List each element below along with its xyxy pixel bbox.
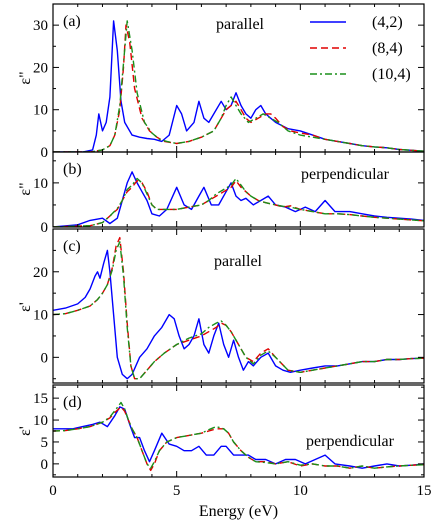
y-axis-label: ε"	[17, 182, 34, 195]
y-axis-label: ε'	[17, 426, 34, 436]
series-line-(4,2)	[53, 406, 424, 469]
panel-d: 0 5 10 15 0 5 10 15 (d) perpendicular ε' Energy…	[17, 384, 432, 520]
panel-label: (b)	[63, 161, 82, 178]
y-tick-label: 10	[33, 103, 48, 119]
y-tick-label: 20	[33, 265, 48, 281]
legend-label: (8,4)	[372, 40, 403, 57]
y-tick-label: 10	[33, 176, 48, 192]
series-line-(10,4)	[53, 401, 424, 469]
series-line-(10,4)	[53, 241, 424, 380]
panel-frame	[52, 228, 425, 384]
series-line-(8,4)	[53, 24, 424, 152]
y-tick-label: 5	[41, 435, 49, 451]
panel-annotation: parallel	[216, 16, 265, 33]
panel-b: 0 10 (b) perpendicular ε"	[17, 151, 425, 236]
x-axis-label: Energy (eV)	[199, 503, 278, 520]
legend-label: (4,2)	[372, 14, 403, 31]
legend: (4,2) (8,4) (10,4)	[310, 14, 411, 83]
panel-c: 0 10 20 (c) parallel ε'	[17, 228, 425, 384]
y-tick-label: 20	[33, 60, 48, 76]
panel-label: (c)	[63, 238, 81, 255]
x-tick-label: 10	[293, 483, 308, 499]
series-line-(4,2)	[53, 20, 424, 152]
y-axis-label: ε"	[17, 71, 34, 84]
y-tick-label: 0	[41, 145, 49, 161]
series-line-(10,4)	[53, 20, 424, 152]
y-tick-label: 0	[41, 457, 49, 473]
y-tick-label: 0	[41, 350, 49, 366]
panel-frame	[52, 384, 425, 478]
series-line-(4,2)	[53, 171, 424, 227]
panel-annotation: parallel	[214, 253, 263, 270]
panel-label: (d)	[63, 394, 82, 411]
y-tick-label: 30	[33, 18, 48, 34]
y-tick-label: 10	[33, 308, 48, 324]
panel-annotation: perpendicular	[306, 433, 395, 450]
x-tick-label: 0	[49, 483, 57, 499]
y-axis-label: ε'	[17, 302, 34, 312]
panel-frame	[52, 151, 425, 228]
y-tick-label: 0	[41, 220, 49, 236]
y-tick-label: 10	[33, 413, 48, 429]
panel-a: 0 10 20 30 (a) parallel ε" (4,2) (8,4) (10,…	[17, 3, 425, 161]
series-line-(8,4)	[53, 180, 424, 227]
series-line-(4,2)	[53, 249, 424, 380]
panel-label: (a)	[63, 13, 81, 30]
panel-annotation: perpendicular	[301, 166, 390, 183]
legend-label: (10,4)	[372, 66, 411, 83]
series-line-(10,4)	[53, 177, 424, 227]
y-tick-label: 15	[33, 391, 48, 407]
x-tick-label: 5	[173, 483, 181, 499]
x-tick-label: 15	[417, 483, 432, 499]
